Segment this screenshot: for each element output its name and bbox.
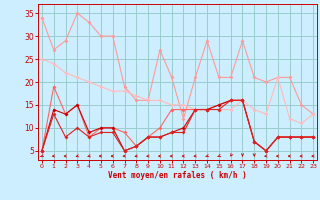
X-axis label: Vent moyen/en rafales ( km/h ): Vent moyen/en rafales ( km/h ) [108, 171, 247, 180]
